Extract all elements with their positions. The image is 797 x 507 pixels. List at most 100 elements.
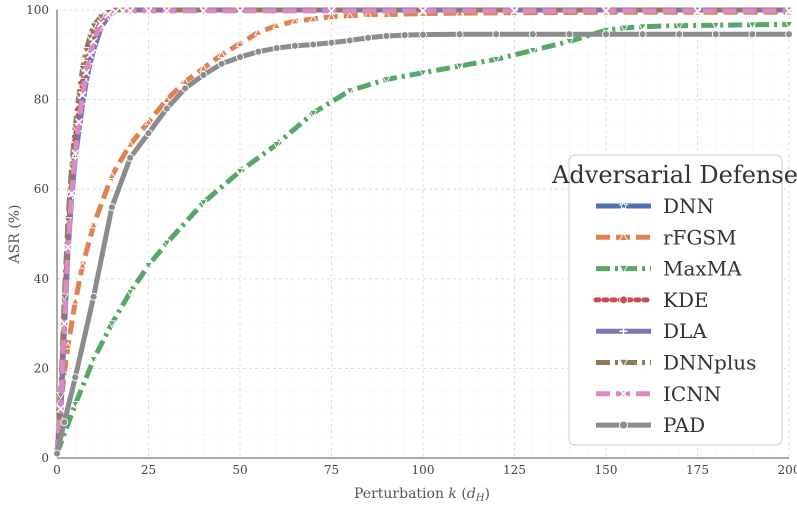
data-point	[235, 6, 245, 15]
y-tick-label: 40	[34, 272, 49, 286]
legend-title: Adversarial Defense	[551, 161, 797, 189]
data-point	[272, 44, 281, 53]
x-axis-title-unit-subscript: H	[475, 493, 485, 504]
data-point	[455, 30, 464, 39]
legend-item-rfgsm: rFGSM	[596, 225, 737, 249]
data-point	[217, 59, 226, 68]
data-point	[785, 30, 793, 39]
data-point	[382, 76, 391, 84]
data-point	[528, 47, 538, 55]
data-point	[784, 21, 794, 29]
x-tick-label: 125	[503, 463, 526, 477]
data-point	[363, 10, 373, 18]
data-point	[618, 264, 629, 274]
data-point	[618, 232, 629, 241]
data-point	[418, 69, 428, 78]
legend-label: PAD	[663, 413, 705, 437]
data-point	[126, 6, 135, 15]
data-point	[78, 260, 87, 269]
x-axis-title-open: (	[457, 486, 467, 502]
legend-label: DNN	[663, 194, 714, 218]
data-point	[510, 6, 519, 15]
data-point	[345, 36, 354, 45]
data-point	[162, 6, 171, 15]
data-point	[382, 10, 391, 18]
data-point	[638, 23, 647, 32]
x-tick-label: 0	[53, 463, 61, 477]
data-point	[254, 27, 263, 36]
data-point	[82, 68, 91, 77]
data-point	[199, 6, 208, 15]
data-point	[620, 24, 629, 33]
data-point	[96, 19, 105, 28]
data-point	[693, 6, 702, 15]
data-point	[162, 104, 171, 113]
series-icnn	[52, 6, 794, 458]
legend-items: DNN rFGSM MaxMA KDE DLA DNNplus ICNN PAD	[593, 194, 756, 437]
data-point	[455, 62, 464, 71]
data-point	[144, 262, 153, 270]
data-point	[104, 10, 113, 19]
x-tick-label: 175	[686, 463, 709, 477]
data-point	[78, 91, 87, 100]
y-tick-label: 100	[26, 3, 49, 17]
x-tick-label: 150	[595, 463, 618, 477]
data-point	[181, 84, 190, 93]
data-point	[126, 153, 135, 162]
x-axis-title-variable: k	[448, 486, 456, 502]
data-point	[107, 203, 116, 212]
data-point	[125, 288, 135, 297]
x-axis-title-unit: d	[467, 486, 476, 502]
legend-item-pad: PAD	[596, 413, 705, 437]
legend: Adversarial Defense DNNrFGSMMaxMAKDEDLAD…	[551, 154, 797, 446]
data-point	[71, 296, 80, 305]
data-point	[89, 37, 98, 46]
legend-item-icnn: ICNN	[596, 382, 721, 406]
data-point	[327, 6, 336, 15]
data-point	[618, 200, 629, 211]
data-point	[235, 168, 245, 176]
data-point	[528, 30, 537, 39]
data-point	[89, 356, 98, 364]
data-point	[60, 319, 69, 328]
y-tick-label: 0	[41, 451, 49, 465]
data-point	[144, 129, 153, 138]
data-point	[60, 293, 69, 302]
data-point	[82, 47, 91, 55]
data-point	[199, 71, 208, 79]
data-point	[602, 30, 610, 39]
data-point	[308, 109, 318, 118]
data-point	[144, 6, 153, 15]
legend-item-maxma: MaxMA	[596, 257, 742, 281]
x-axis-title-close: )	[485, 486, 490, 502]
y-tick-label: 60	[34, 182, 49, 196]
data-point	[89, 22, 98, 31]
x-axis-title-main: Perturbation	[354, 486, 448, 502]
data-point	[491, 56, 501, 64]
data-point	[96, 13, 106, 22]
data-point	[674, 22, 684, 31]
data-point	[327, 12, 336, 20]
data-point	[254, 47, 263, 56]
data-point	[111, 7, 120, 16]
data-point	[784, 6, 794, 15]
data-point	[418, 6, 428, 15]
data-point	[748, 21, 757, 30]
x-tick-label: 50	[232, 463, 247, 477]
data-point	[400, 31, 409, 40]
data-point	[236, 53, 244, 61]
series-pad	[53, 30, 793, 458]
series-rfgsm	[52, 7, 794, 457]
y-tick-label: 80	[34, 93, 49, 107]
x-axis-title: Perturbation k (dH)	[354, 486, 490, 504]
x-tick-label: 100	[412, 463, 435, 477]
data-point	[619, 420, 628, 430]
data-point	[565, 38, 574, 46]
data-point	[327, 38, 336, 47]
data-point	[619, 295, 628, 305]
series-line	[54, 31, 789, 455]
legend-item-kde: KDE	[593, 288, 709, 312]
legend-label: DNNplus	[663, 351, 756, 375]
data-point	[272, 141, 281, 149]
